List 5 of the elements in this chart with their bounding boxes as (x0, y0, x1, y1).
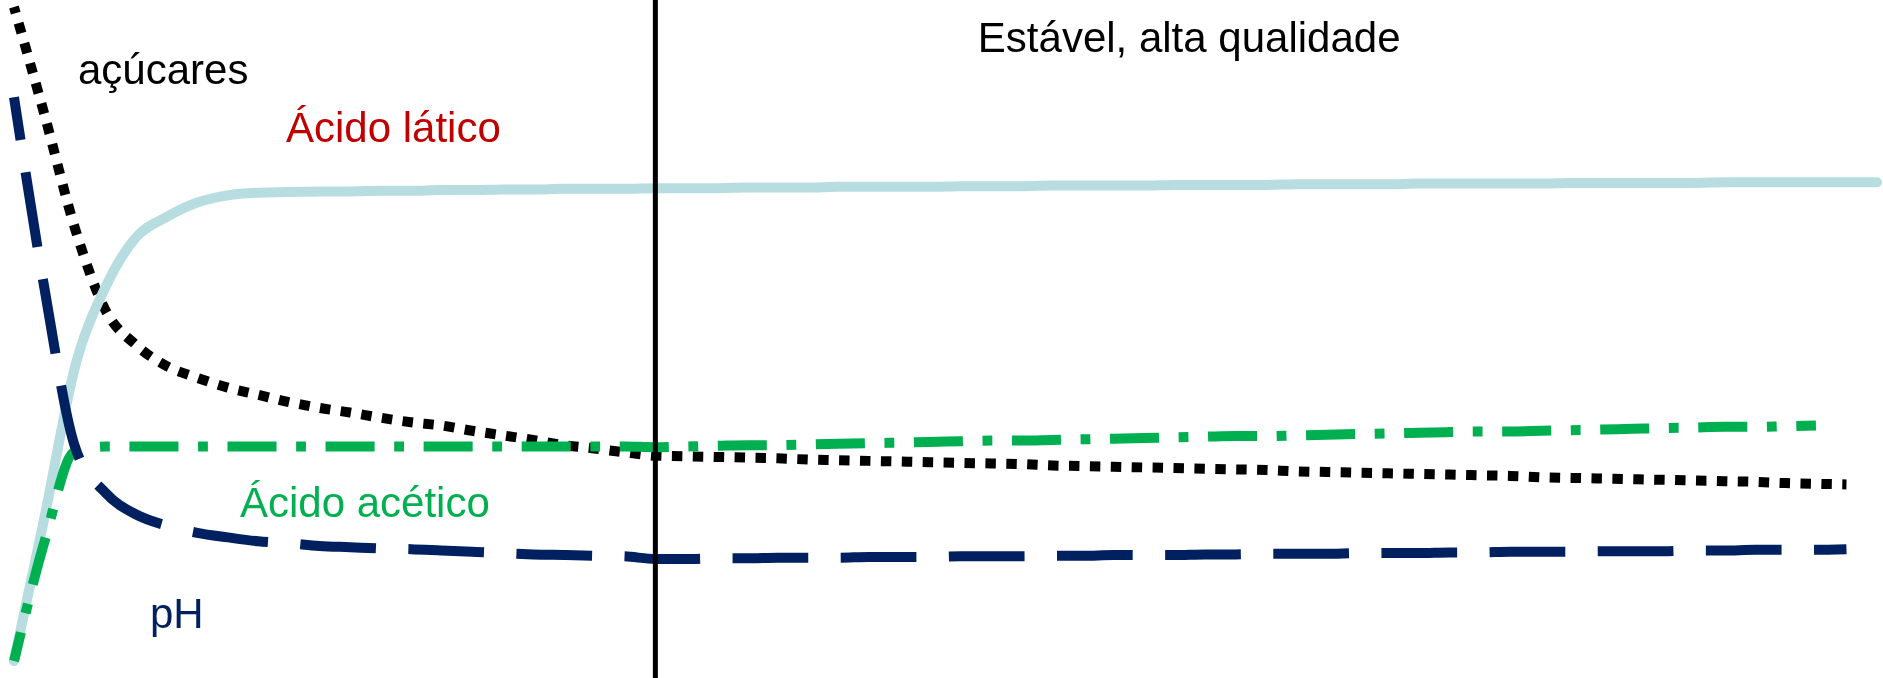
series-label: Ácido lático (286, 104, 501, 151)
series-label: Ácido acético (240, 479, 490, 526)
series-label: pH (150, 590, 204, 637)
annotation: Estável, alta qualidade (977, 14, 1401, 61)
series-label: açúcares (78, 46, 249, 93)
